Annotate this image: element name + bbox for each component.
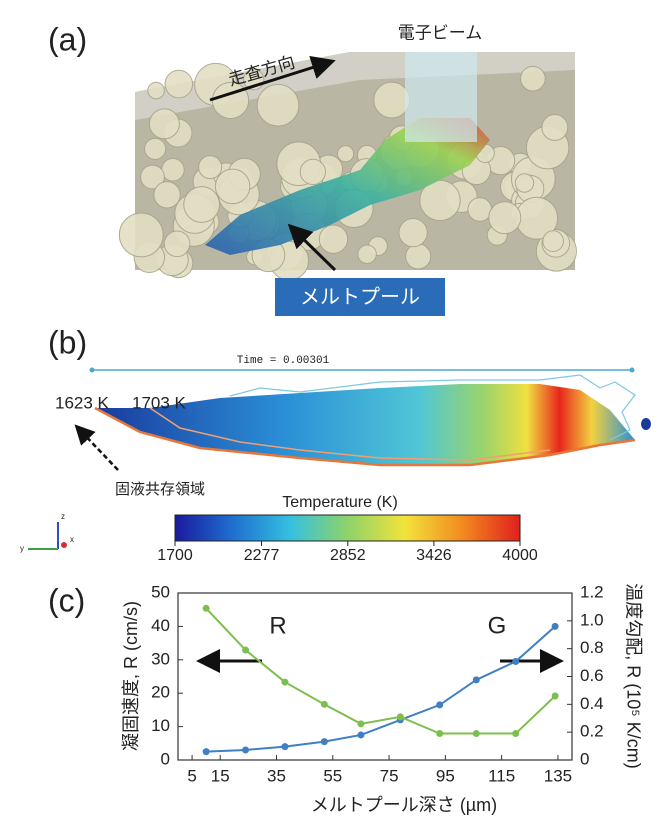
- series-label: G: [488, 612, 507, 639]
- y-tick-label: 30: [151, 649, 170, 668]
- y-tick-label: 20: [151, 683, 170, 702]
- iso-label: 1623 K: [55, 393, 110, 412]
- series-point: [203, 605, 210, 612]
- y-tick-label: 40: [151, 616, 170, 635]
- y2-axis-label: 温度勾配, R (10⁵ K/cm): [623, 583, 643, 768]
- triad-label: y: [20, 544, 24, 553]
- colorbar-tick-label: 4000: [502, 547, 538, 564]
- powder-particle: [184, 187, 220, 223]
- series-point: [242, 647, 249, 654]
- triad-label: z: [61, 512, 65, 521]
- x-tick-label: 115: [488, 766, 515, 785]
- powder-particle: [300, 159, 325, 184]
- y2-tick-label: 1.2: [580, 582, 604, 601]
- y2-tick-label: 0.6: [580, 666, 604, 685]
- spatter: [641, 418, 651, 430]
- series-point: [397, 713, 404, 720]
- x-tick-label: 15: [211, 766, 230, 785]
- series-point: [203, 748, 210, 755]
- series-point: [321, 701, 328, 708]
- series-point: [357, 731, 364, 738]
- powder-particle: [165, 70, 193, 98]
- time-dot: [630, 368, 635, 373]
- series-point: [552, 692, 559, 699]
- colorbar-tick-label: 3426: [416, 547, 452, 564]
- y-tick-label: 50: [151, 582, 170, 601]
- x-tick-label: 5: [187, 766, 196, 785]
- powder-particle: [319, 225, 347, 253]
- x-tick-label: 55: [323, 766, 342, 785]
- powder-particle: [358, 245, 377, 264]
- colorbar: [175, 515, 520, 541]
- series-point: [357, 720, 364, 727]
- colorbar-tick-label: 2277: [244, 547, 280, 564]
- y2-tick-label: 0.8: [580, 638, 604, 657]
- powder-particle: [521, 66, 546, 91]
- powder-particle: [199, 156, 222, 179]
- powder-particle: [149, 109, 179, 139]
- mushy-arrow: [78, 428, 118, 470]
- powder-particle: [468, 198, 492, 222]
- mushy-label: 固液共存領域: [115, 481, 205, 498]
- axis-triad: z x y: [20, 512, 74, 553]
- colorbar-tick-label: 2852: [330, 547, 366, 564]
- series-point: [436, 730, 443, 737]
- series-point: [512, 730, 519, 737]
- powder-particle: [374, 82, 410, 118]
- series-point: [281, 743, 288, 750]
- beam: [405, 52, 477, 142]
- powder-particle: [148, 82, 165, 99]
- time-text: Time = 0.00301: [237, 355, 330, 367]
- x-tick-label: 75: [380, 766, 399, 785]
- pool-label: メルトプール: [300, 286, 420, 308]
- triad-label: x: [70, 535, 74, 544]
- powder-particle: [515, 174, 533, 192]
- powder-particle: [119, 213, 163, 257]
- colorbar-tick-label: 1700: [157, 547, 193, 564]
- colorbar-title: Temperature (K): [282, 494, 398, 511]
- series-point: [321, 738, 328, 745]
- y-axis-label: 凝固速度, R (cm/s): [121, 601, 141, 751]
- x-tick-label: 135: [544, 766, 572, 785]
- series-point: [436, 701, 443, 708]
- powder-particle: [542, 115, 568, 141]
- series-point: [242, 746, 249, 753]
- powder-particle: [543, 231, 564, 252]
- series-label: R: [269, 612, 286, 639]
- series-point: [473, 676, 480, 683]
- powder-particle: [162, 158, 185, 181]
- panel-label: (a): [48, 21, 87, 57]
- powder-particle: [154, 182, 180, 208]
- powder-particle: [406, 244, 431, 269]
- powder-particle: [145, 138, 166, 159]
- time-dot: [90, 368, 95, 373]
- y2-tick-label: 0.2: [580, 722, 604, 741]
- powder-particle: [257, 84, 299, 126]
- series-point: [552, 623, 559, 630]
- y2-tick-label: 0.4: [580, 694, 604, 713]
- x-axis-label: メルトプール深さ (µm): [311, 795, 497, 815]
- series-point: [281, 679, 288, 686]
- y-tick-label: 0: [161, 749, 170, 768]
- x-tick-label: 35: [267, 766, 286, 785]
- series-point: [512, 658, 519, 665]
- series-point: [473, 730, 480, 737]
- beam-label: 電子ビーム: [398, 23, 483, 42]
- iso-label: 1703 K: [132, 393, 187, 412]
- powder-particle: [215, 169, 250, 204]
- y-tick-label: 10: [151, 716, 170, 735]
- panel-label: (b): [48, 324, 87, 360]
- panel-label: (c): [48, 582, 85, 618]
- x-tick-label: 95: [436, 766, 455, 785]
- y2-tick-label: 1.0: [580, 610, 604, 629]
- powder-particle: [337, 146, 353, 162]
- powder-particle: [164, 231, 190, 257]
- powder-particle: [399, 218, 427, 246]
- powder-particle: [489, 202, 521, 234]
- y2-tick-label: 0: [580, 749, 589, 768]
- figure: (a) 電子ビーム 走査方向 メルトプール (b) Time = 0.00301…: [0, 0, 658, 827]
